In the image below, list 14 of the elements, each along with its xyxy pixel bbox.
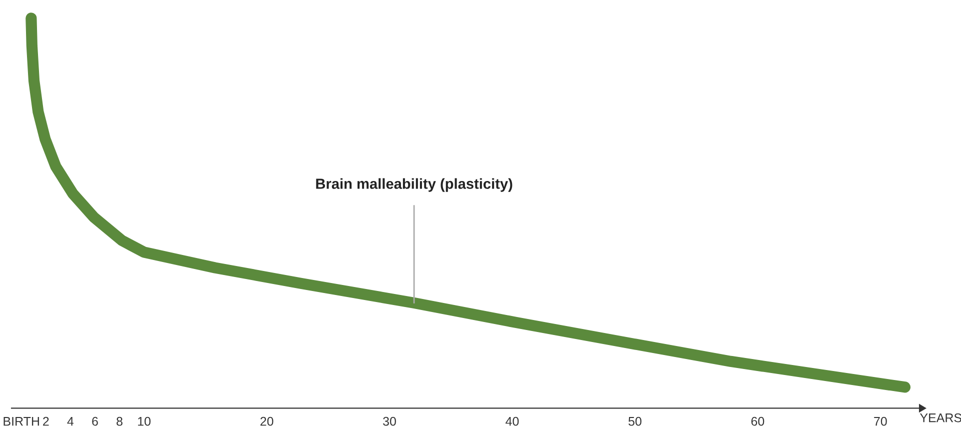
x-tick-label: 40 xyxy=(506,416,519,426)
x-axis-title: YEARS xyxy=(920,413,961,422)
x-tick-label: 10 xyxy=(138,416,151,426)
x-tick-label: 2 xyxy=(43,416,49,426)
x-tick-label: 8 xyxy=(116,416,122,426)
x-tick-label: BIRTH xyxy=(4,417,39,426)
x-tick-label: 70 xyxy=(874,416,887,426)
x-tick-label: 60 xyxy=(751,416,764,426)
x-tick-label: 6 xyxy=(92,416,98,426)
annotation: Brain malleability (plasticity) xyxy=(316,178,512,192)
x-tick-label: 30 xyxy=(383,416,396,426)
x-tick-label: 4 xyxy=(67,417,74,426)
x-tick-label: 50 xyxy=(628,416,642,426)
x-tick-label: 20 xyxy=(260,416,274,426)
